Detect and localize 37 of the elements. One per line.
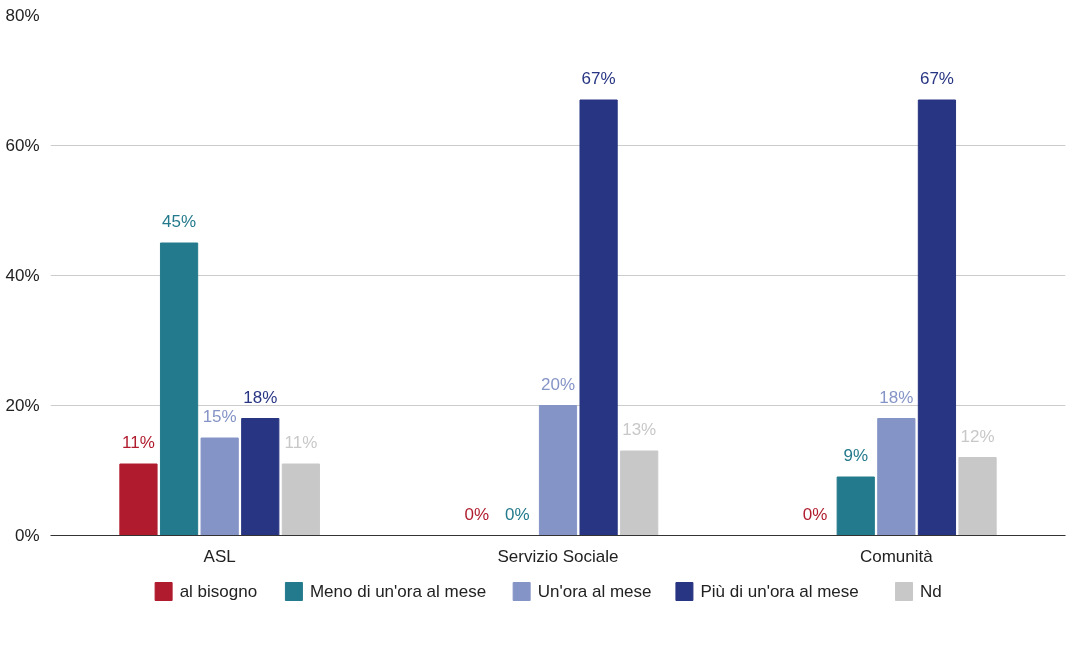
bar [241, 418, 280, 536]
bar [836, 476, 875, 536]
bar [159, 242, 199, 536]
data-label: 18% [879, 387, 914, 407]
bar [579, 99, 618, 536]
bar [119, 463, 158, 536]
y-tick-label: 40% [5, 266, 40, 285]
legend-label: Meno di un'ora al mese [309, 582, 487, 601]
y-tick-label: 0% [14, 526, 40, 545]
data-label: 67% [919, 69, 954, 88]
data-label: 15% [202, 407, 237, 426]
legend-label: Più di un'ora al mese [700, 582, 859, 601]
bar [538, 405, 578, 536]
data-label: 67% [581, 69, 616, 88]
y-tick-label: 80% [5, 6, 40, 25]
legend-label: Un'ora al mese [537, 582, 652, 601]
data-label: 20% [540, 374, 576, 394]
y-tick-label: 60% [5, 136, 40, 155]
data-label: 45% [162, 212, 197, 231]
x-tick-label: Servizio Sociale [497, 546, 619, 566]
bar [917, 99, 957, 536]
data-label: 18% [243, 387, 278, 407]
bar [877, 418, 916, 536]
x-tick-label: ASL [203, 546, 236, 566]
data-label: 0% [464, 504, 490, 524]
data-label: 11% [122, 433, 155, 452]
bar [200, 437, 239, 536]
y-tick-label: 20% [5, 396, 40, 415]
data-label: 0% [505, 504, 530, 524]
bar [958, 457, 997, 536]
bar [281, 463, 320, 536]
legend-label: al bisogno [179, 582, 258, 601]
data-label: 0% [802, 504, 828, 524]
data-label: 9% [843, 446, 869, 465]
bar [620, 450, 659, 536]
x-tick-label: Comunità [859, 546, 934, 566]
legend-label: Nd [920, 582, 942, 601]
